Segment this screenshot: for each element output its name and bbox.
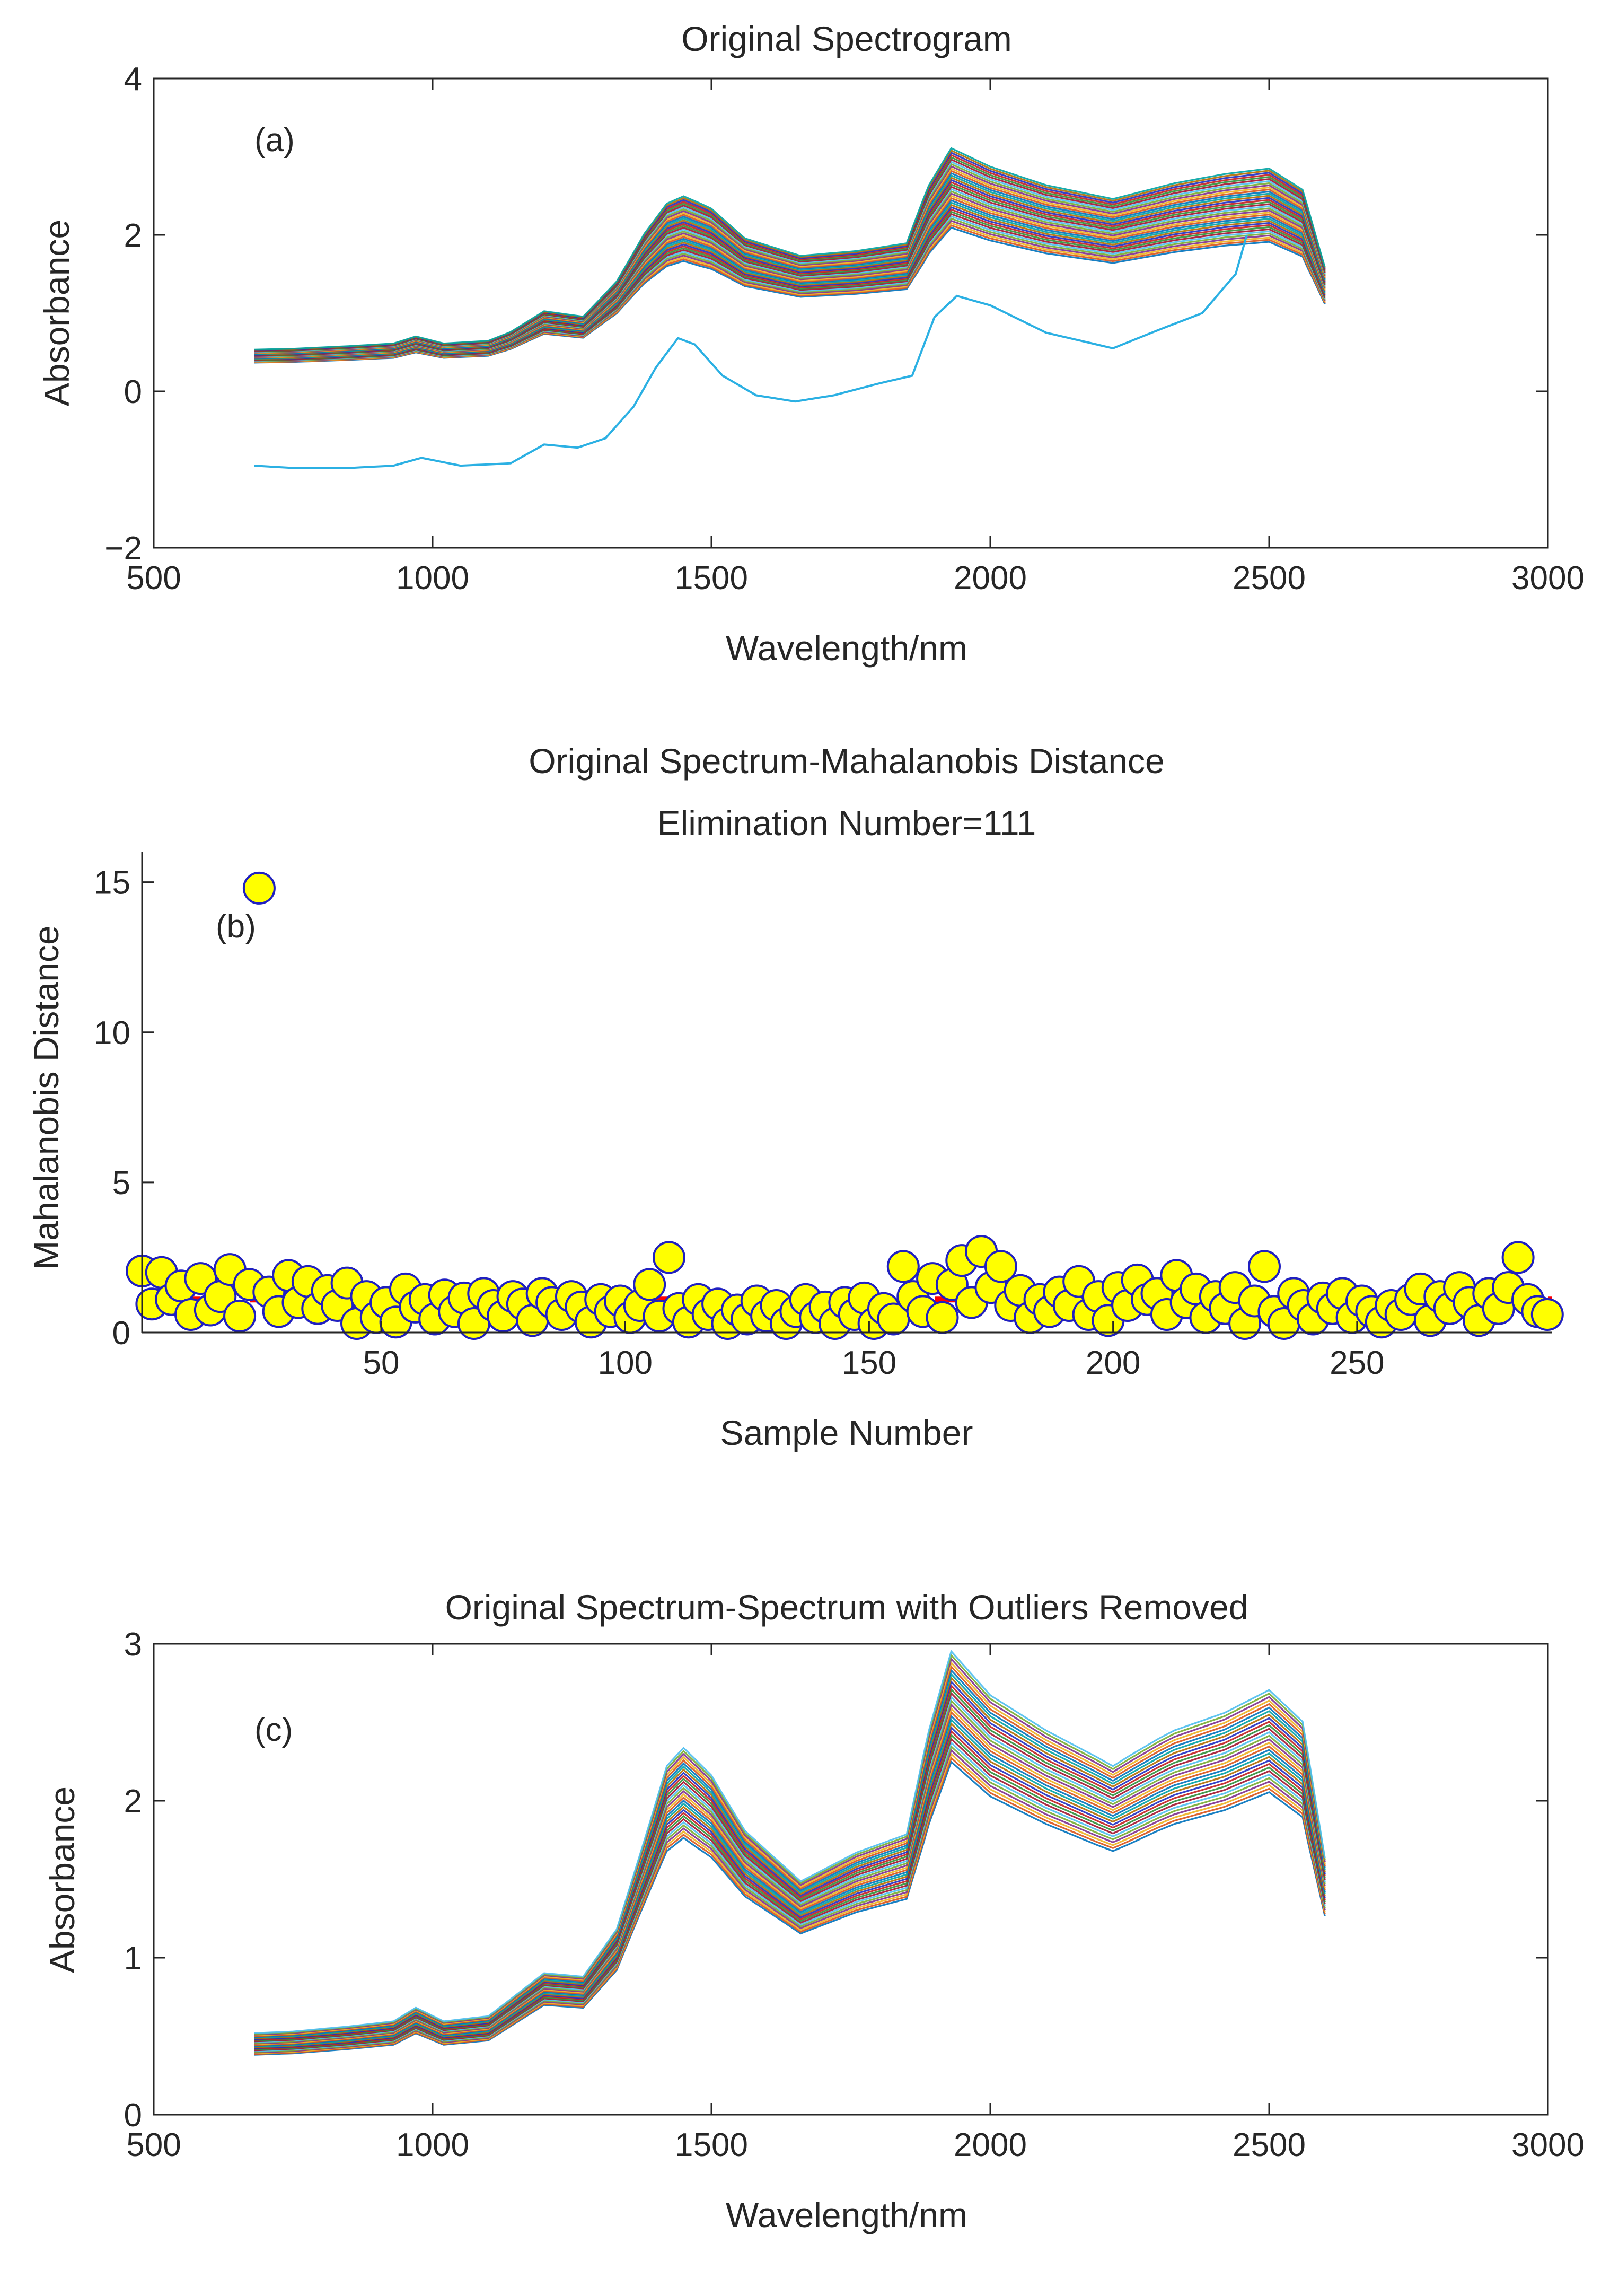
panel-c-axes-box	[153, 1643, 1549, 2116]
panel-c-xtick-label: 3000	[1511, 2127, 1585, 2163]
panel-b-xtick-label: 50	[363, 1345, 400, 1381]
panel-b-title: Original Spectrum-Mahalanobis Distance	[529, 741, 1165, 781]
panel-c-xlabel: Wavelength/nm	[726, 2195, 967, 2234]
panel-a-lines	[254, 147, 1326, 469]
panel-a-axes-box	[153, 77, 1549, 549]
panel-c-label: (c)	[254, 1712, 293, 1748]
panel-c-xtick-label: 500	[126, 2127, 181, 2163]
panel-c: Original Spectrum-Spectrum with Outliers…	[42, 1588, 1585, 2234]
panel-a-xtick-label: 2500	[1233, 560, 1306, 597]
panel-a-xtick-label: 500	[126, 560, 181, 597]
data-point	[926, 1301, 959, 1334]
panel-b-ylabel: Mahalanobis Distance	[27, 925, 66, 1269]
panel-c-xtick-label: 2500	[1233, 2127, 1306, 2163]
panel-c-spectrum-line	[254, 1653, 1326, 2035]
panel-a-ytick-label: 0	[124, 374, 142, 410]
panel-a-xtick-label: 2000	[954, 560, 1027, 597]
panel-b-ticks: 50 100 150 200 250 0 5 10 15	[94, 865, 1385, 1381]
panel-c-spectrum-line	[254, 1676, 1326, 2039]
panel-c-spectrum-line	[254, 1668, 1326, 2038]
panel-b-ytick-label: 10	[94, 1015, 130, 1051]
panel-b-ytick-label: 15	[94, 865, 130, 901]
panel-a-xtick-label: 1000	[396, 560, 469, 597]
panel-a-ytick-label: 2	[124, 217, 142, 254]
panel-c-spectrum-line	[254, 1649, 1326, 2034]
panel-a-label: (a)	[254, 122, 295, 159]
panel-b-xtick-label: 250	[1330, 1345, 1384, 1381]
panel-b-xlabel: Sample Number	[720, 1413, 973, 1452]
panel-b-xtick-label: 100	[597, 1345, 652, 1381]
data-point	[1501, 1241, 1535, 1274]
data-point	[1530, 1298, 1564, 1331]
panel-b-label: (b)	[216, 908, 256, 945]
panel-c-spectrum-line	[254, 1672, 1326, 2039]
panel-a-title: Original Spectrogram	[681, 19, 1012, 58]
panel-c-ylabel: Absorbance	[42, 1786, 82, 1973]
panel-a-spectrum-line	[254, 147, 1326, 350]
panel-c-ytick-label: 2	[124, 1783, 142, 1820]
panel-c-ytick-label: 0	[124, 2097, 142, 2134]
panel-c-lines	[254, 1649, 1326, 2056]
panel-c-title: Original Spectrum-Spectrum with Outliers…	[445, 1588, 1248, 1627]
data-point	[886, 1250, 920, 1283]
panel-b-ytick-label: 5	[112, 1165, 130, 1202]
panel-c-xtick-label: 1500	[675, 2127, 748, 2163]
panel-a-ytick-label: 4	[124, 61, 142, 98]
panel-b-xtick-label: 150	[842, 1345, 896, 1381]
panel-c-ticks: 500 1000 1500 2000 2500 3000 0 1 2 3	[124, 1626, 1585, 2163]
panel-a-ticks: 500 1000 1500 2000 2500 3000 −2 0 2 4	[104, 61, 1585, 597]
panel-a-xtick-label: 1500	[675, 560, 748, 597]
panel-a-ytick-label: −2	[104, 530, 142, 567]
panel-b-subtitle: Elimination Number=111	[657, 803, 1036, 843]
panel-b-xtick-label: 200	[1086, 1345, 1140, 1381]
data-point	[223, 1299, 257, 1333]
panel-a-xtick-label: 3000	[1511, 560, 1585, 597]
data-point	[653, 1241, 685, 1274]
panel-c-xtick-label: 1000	[396, 2127, 469, 2163]
panel-c-ytick-label: 1	[124, 1940, 142, 1977]
data-point	[633, 1268, 666, 1301]
panel-b: Original Spectrum-Mahalanobis Distance E…	[27, 741, 1564, 1452]
panel-c-spectrum-line	[254, 1657, 1326, 2036]
panel-a-ylabel: Absorbance	[37, 220, 76, 406]
panel-c-spectrum-line	[254, 1661, 1326, 2037]
panel-c-spectrum-line	[254, 1664, 1326, 2037]
panel-c-ytick-label: 3	[124, 1626, 142, 1663]
panel-a: Original Spectrogram 500 1000 1500 2000 2500…	[37, 19, 1585, 668]
data-point	[1248, 1250, 1281, 1283]
panel-b-points	[126, 871, 1564, 1340]
data-point	[242, 871, 276, 905]
data-point	[984, 1250, 1017, 1283]
panel-b-ytick-label: 0	[112, 1315, 130, 1352]
panel-a-outlier-line	[254, 234, 1248, 469]
panel-a-xlabel: Wavelength/nm	[726, 628, 967, 668]
panel-c-xtick-label: 2000	[954, 2127, 1027, 2163]
